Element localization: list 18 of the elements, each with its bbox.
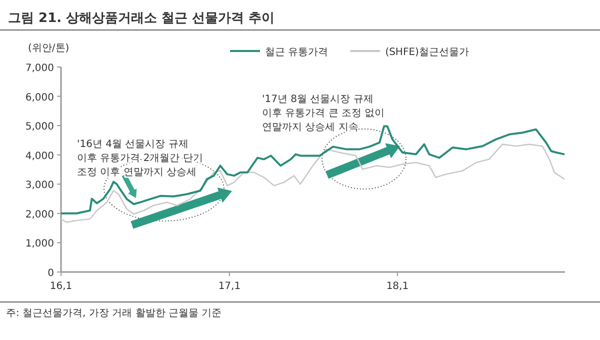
annotation: '17년 8월 선물시장 규제 이후 유통가격 큰 조정 없이 연말까지 상승세 지속 (262, 94, 385, 133)
y-tick-label: 5,000 (25, 122, 54, 133)
y-tick-label: 1,000 (25, 238, 54, 250)
y-tick-label: 3,000 (25, 180, 54, 192)
annotation: '16년 4월 선물시장 규제 이후 유통가격 2개월간 단기 조정 이후 연말까지 상승세 (77, 139, 203, 178)
text: 주: 철근선물가격, 가장 거래 활발한 근월물 기준 (6, 308, 222, 319)
x-tick-label: 17,1 (218, 281, 241, 292)
x-tick-label: 16,1 (50, 281, 72, 292)
y-tick-label: 0 (48, 268, 54, 279)
legend-label: (SHFE)철근선물가 (385, 47, 469, 58)
y-axis-title: (위안/톤) (28, 43, 70, 54)
y-tick-label: 7,000 (25, 63, 54, 74)
y-tick-label: 4,000 (25, 150, 54, 162)
y-tick-label: 6,000 (25, 92, 54, 104)
chart-title: 그림 21. 상해상품거래소 철근 선물가격 추이 (8, 11, 275, 26)
x-tick-label: 18,1 (386, 281, 409, 292)
y-tick-label: 2,000 (25, 209, 54, 220)
legend-label: 철근 유통가격 (265, 47, 328, 58)
